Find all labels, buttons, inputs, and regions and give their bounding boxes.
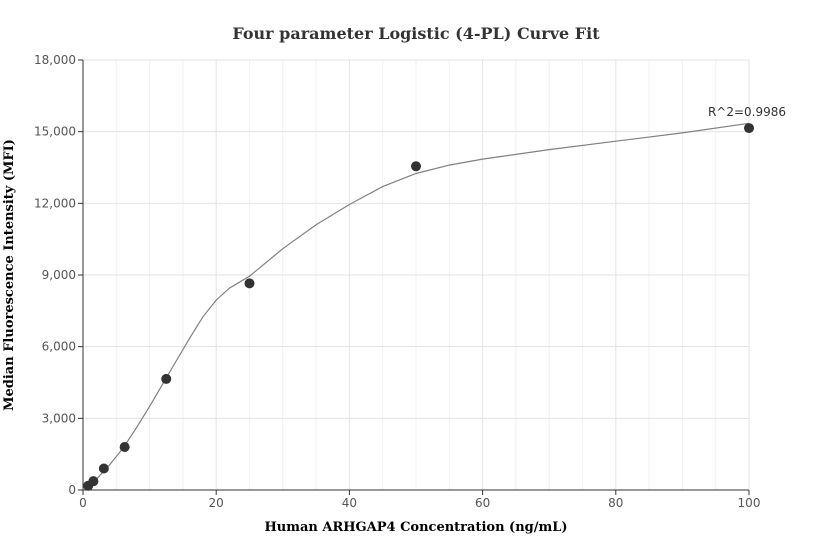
x-tick-label: 100: [738, 496, 761, 510]
y-tick-label: 15,000: [34, 125, 76, 139]
data-point[interactable]: [244, 278, 255, 289]
fit-curve: [82, 122, 750, 490]
y-tick-label: 6,000: [42, 340, 76, 354]
data-point[interactable]: [88, 476, 99, 487]
data-points: [83, 123, 754, 491]
grid: [83, 59, 750, 490]
data-point[interactable]: [744, 123, 754, 134]
x-axis-title: Human ARHGAP4 Concentration (ng/mL): [264, 520, 567, 535]
data-point[interactable]: [98, 463, 109, 474]
x-tick-label: 20: [209, 496, 224, 510]
r-squared-label: R^2=0.9986: [708, 105, 786, 119]
ticks: 0 3,000 6,000 9,000 12,000 15,000 18,000 0 20 40 6…: [34, 53, 760, 510]
fit-curve-group: [82, 122, 750, 490]
y-tick-label: 18,000: [34, 53, 76, 67]
chart-title: Four parameter Logistic (4-PL) Curve Fit: [232, 24, 600, 43]
x-tick-label: 0: [79, 496, 87, 510]
data-point[interactable]: [411, 161, 421, 172]
x-tick-label: 80: [608, 496, 623, 510]
y-tick-label: 12,000: [34, 196, 76, 210]
data-point[interactable]: [119, 442, 130, 452]
y-tick-label: 9,000: [42, 268, 76, 282]
y-tick-label: 3,000: [42, 411, 76, 425]
y-tick-label: 0: [68, 483, 76, 497]
y-axis-title: Median Fluorescence Intensity (MFI): [2, 139, 17, 411]
data-point[interactable]: [161, 373, 172, 384]
x-tick-label: 40: [342, 496, 357, 510]
x-tick-label: 60: [475, 496, 490, 510]
